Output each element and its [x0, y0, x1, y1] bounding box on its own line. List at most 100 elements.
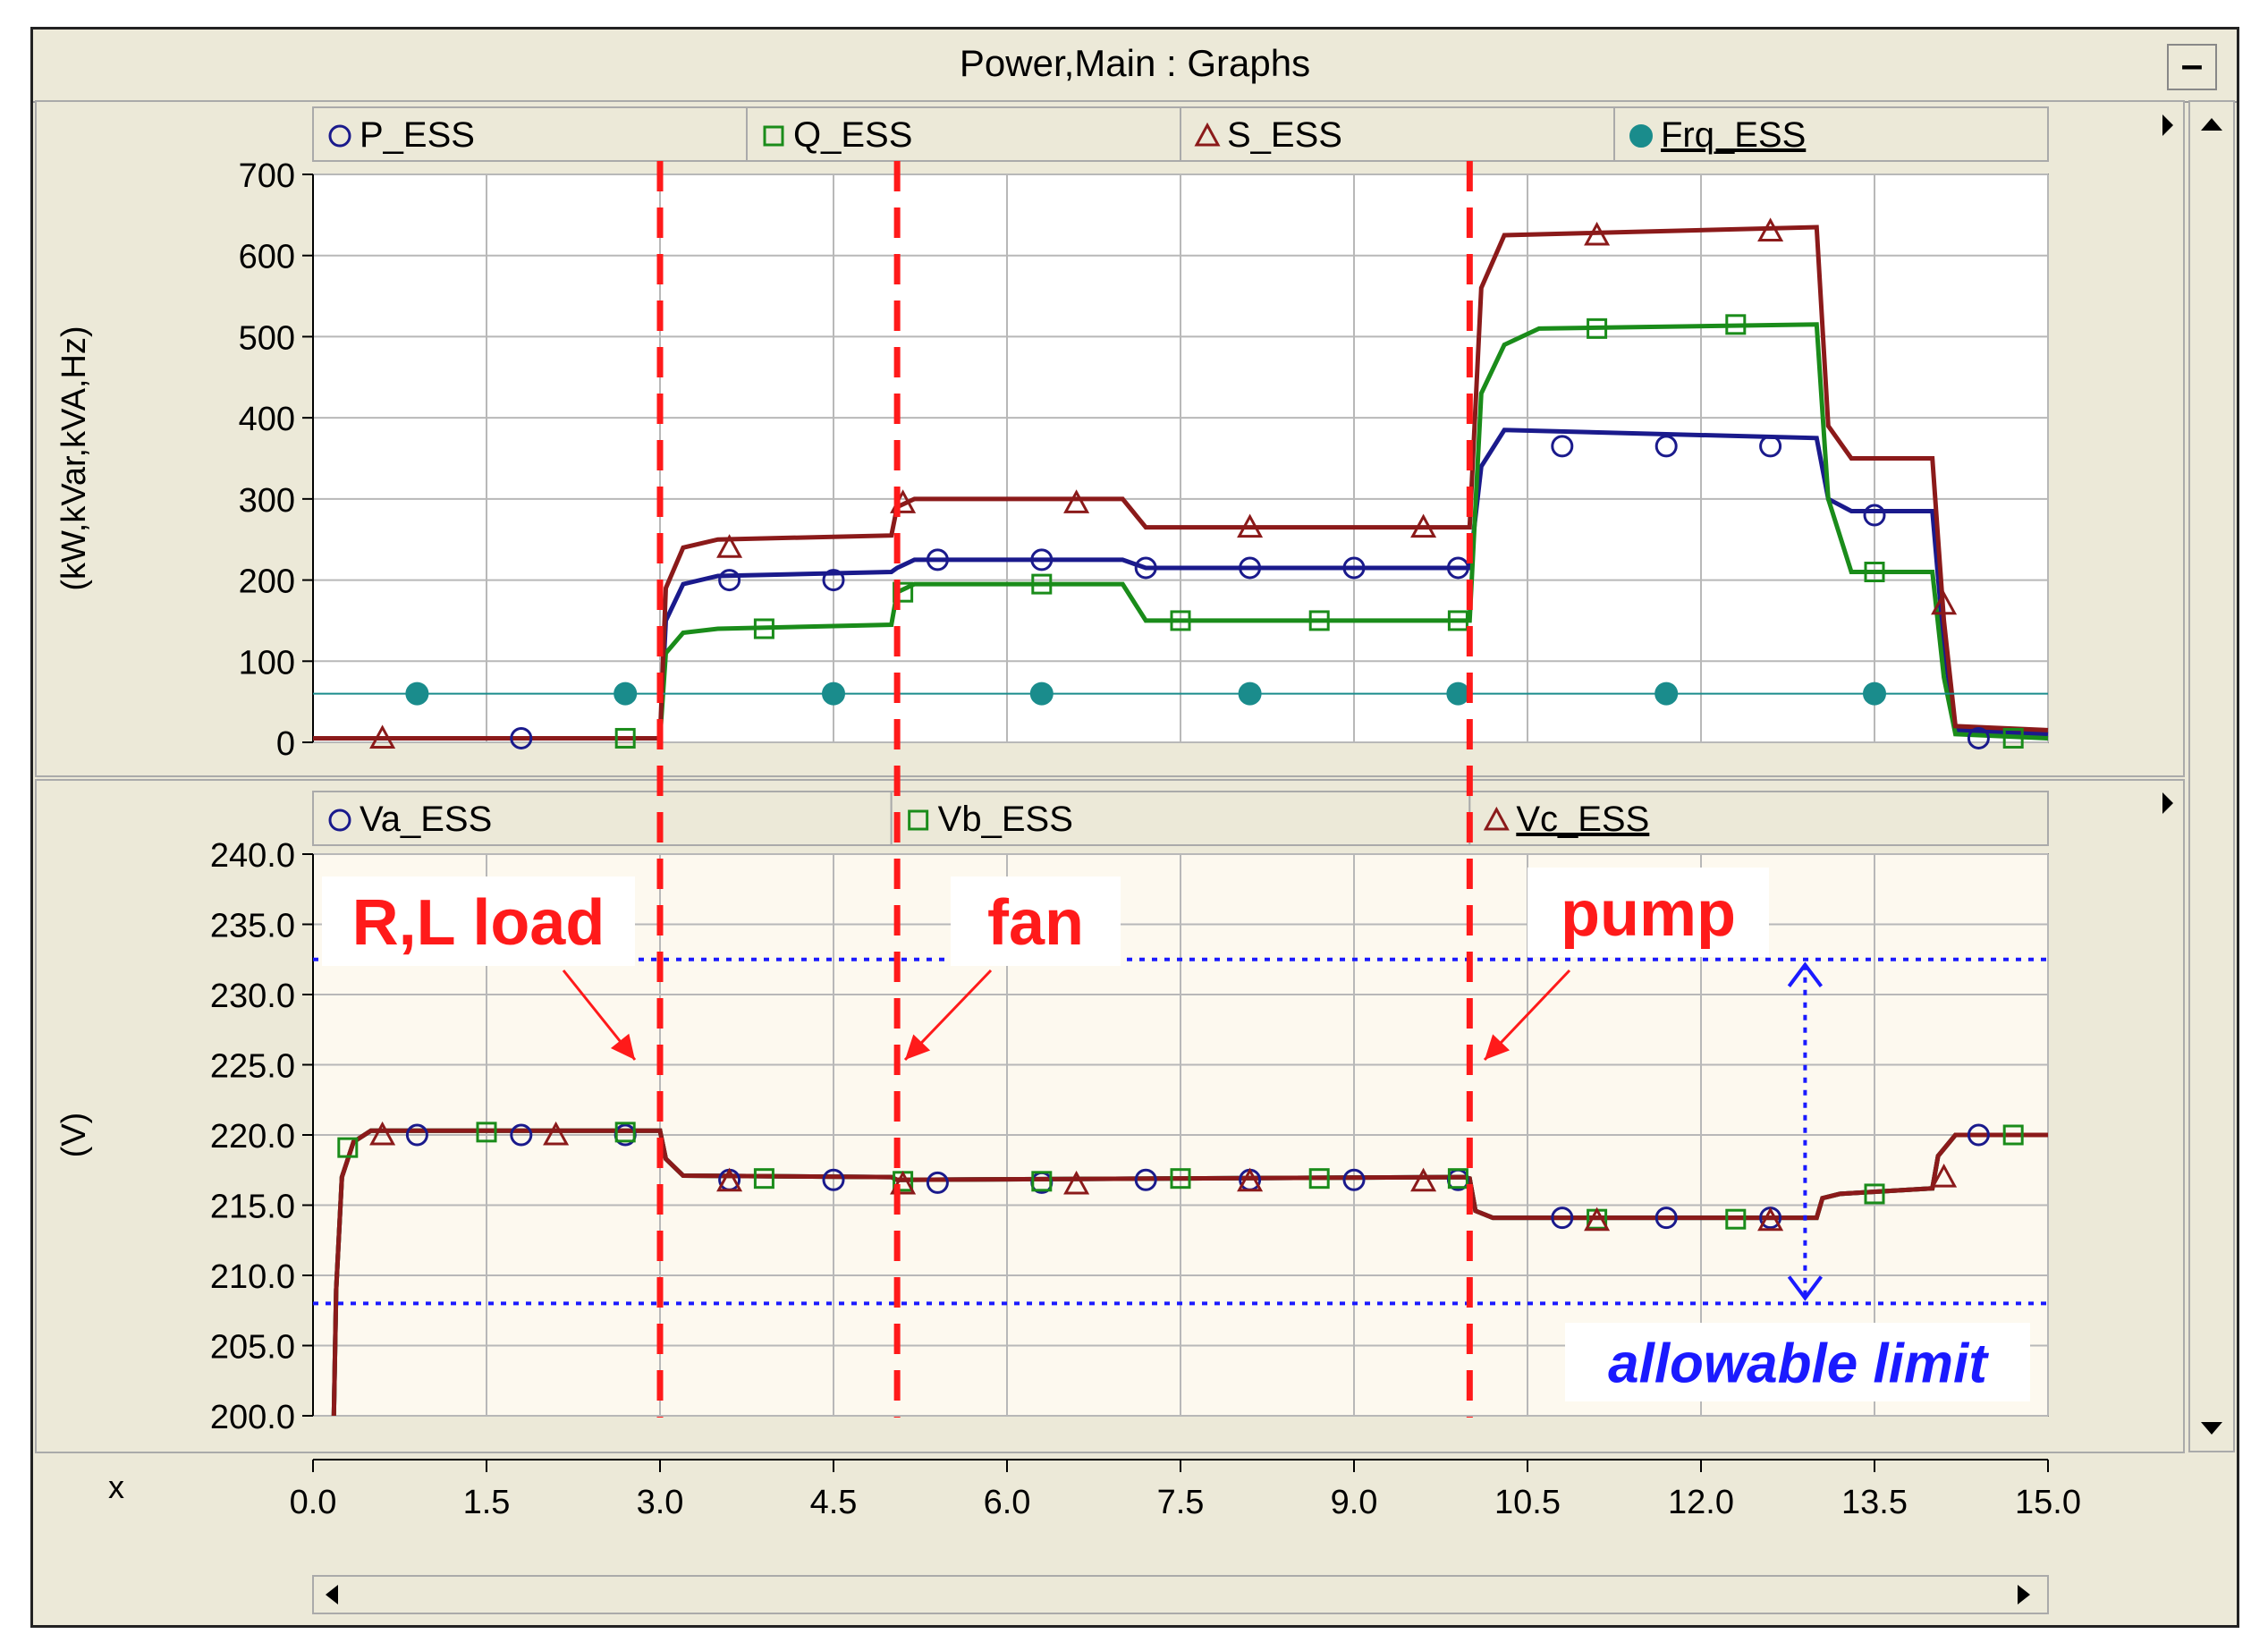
series-line-Vc_ESS — [331, 1128, 2048, 1417]
data-point-Vb_ESS — [476, 1122, 497, 1143]
x-tick-label: 12.0 — [1668, 1484, 1734, 1521]
data-point-P_ESS — [1134, 556, 1157, 580]
data-point-P_ESS — [1342, 556, 1366, 580]
x-tick-label: 6.0 — [984, 1484, 1031, 1521]
data-point-Vc_ESS — [1063, 1170, 1090, 1195]
data-point-Q_ESS — [1308, 610, 1330, 631]
data-point-Va_ESS — [1967, 1123, 1990, 1147]
data-point-Vc_ESS — [1237, 1167, 1264, 1192]
minimize-button[interactable]: – — [2167, 44, 2217, 90]
data-point-Q_ESS — [614, 727, 636, 749]
data-point-Va_ESS — [405, 1123, 428, 1147]
y-tick-label: 220.0 — [210, 1118, 295, 1156]
annotation-arrowhead-icon — [610, 1033, 635, 1060]
y-tick-label: 205.0 — [210, 1329, 295, 1367]
data-point-Q_ESS — [1031, 573, 1053, 595]
data-point-Va_ESS — [1654, 1206, 1678, 1230]
legend-item[interactable] — [1613, 106, 2049, 162]
legend-marker-icon — [1629, 124, 1653, 148]
legend-marker-icon — [1483, 806, 1510, 831]
legend-marker-icon — [908, 809, 929, 831]
legend-expand-arrow-icon[interactable] — [2162, 114, 2173, 136]
data-point-Frq_ESS — [614, 682, 638, 706]
y-tick-label: 600 — [239, 239, 295, 276]
y-tick-label: 240.0 — [210, 837, 295, 875]
legend-marker-icon — [328, 124, 351, 148]
data-point-Vb_ESS — [1864, 1183, 1885, 1205]
data-point-Q_ESS — [893, 581, 914, 603]
data-point-Va_ESS — [822, 1168, 845, 1191]
scroll-up-arrow-icon[interactable] — [2201, 118, 2222, 131]
data-point-Vc_ESS — [890, 1170, 917, 1195]
data-point-Frq_ESS — [1238, 682, 1262, 706]
data-point-Q_ESS — [2002, 727, 2024, 749]
legend-item[interactable] — [746, 106, 1181, 162]
data-point-Vc_ESS — [1931, 1163, 1958, 1188]
legend-marker-icon — [763, 125, 784, 147]
data-point-P_ESS — [822, 569, 845, 592]
legend-item[interactable] — [890, 791, 1471, 846]
x-tick-label: 3.0 — [637, 1484, 684, 1521]
legend-label: Va_ESS — [360, 800, 492, 839]
data-point-Vb_ESS — [2002, 1124, 2024, 1146]
up-arrow-icon — [1787, 961, 1823, 987]
y-tick-label: 400 — [239, 401, 295, 438]
data-point-Vc_ESS — [1584, 1206, 1611, 1232]
data-point-Q_ESS — [753, 618, 774, 639]
y-tick-label: 100 — [239, 644, 295, 682]
x-tick-label: 0.0 — [290, 1484, 337, 1521]
data-point-Vb_ESS — [337, 1137, 359, 1158]
series-line-P_ESS — [313, 428, 2049, 741]
annotation-pump: pump — [1561, 878, 1736, 950]
data-point-Q_ESS — [1447, 610, 1468, 631]
x-tick-label: 10.5 — [1494, 1484, 1561, 1521]
data-point-Frq_ESS — [405, 682, 429, 706]
data-point-P_ESS — [1551, 435, 1574, 458]
scroll-down-arrow-icon[interactable] — [2201, 1422, 2222, 1435]
annotation-fan: fan — [987, 887, 1084, 959]
data-point-Q_ESS — [1587, 318, 1608, 339]
legend-label: Vc_ESS — [1516, 800, 1649, 839]
data-point-Va_ESS — [1551, 1206, 1574, 1230]
y-tick-label: 215.0 — [210, 1189, 295, 1226]
data-point-Frq_ESS — [1446, 682, 1470, 706]
data-point-Vb_ESS — [1031, 1171, 1053, 1192]
data-point-S_ESS — [1584, 221, 1611, 246]
data-point-P_ESS — [1654, 435, 1678, 458]
scroll-left-arrow-icon[interactable] — [326, 1585, 338, 1604]
legend-label: S_ESS — [1227, 115, 1342, 155]
legend-item[interactable] — [312, 106, 748, 162]
data-point-Vb_ESS — [1308, 1168, 1330, 1190]
data-point-Vc_ESS — [1757, 1206, 1784, 1232]
data-point-Q_ESS — [1725, 314, 1747, 335]
scroll-right-arrow-icon[interactable] — [2018, 1585, 2030, 1604]
data-point-S_ESS — [716, 534, 743, 558]
down-arrow-icon — [1787, 1275, 1823, 1301]
window-title: Power,Main : Graphs — [959, 42, 1311, 84]
data-point-Frq_ESS — [1029, 682, 1054, 706]
annotation-arrowhead-icon — [1485, 1034, 1511, 1060]
data-point-Q_ESS — [1170, 610, 1191, 631]
y-tick-label: 210.0 — [210, 1258, 295, 1296]
data-point-P_ESS — [1239, 556, 1262, 580]
data-point-P_ESS — [1863, 504, 1886, 527]
legend-expand-arrow-icon[interactable] — [2162, 792, 2173, 814]
annotation-allowable-limit: allowable limit — [1608, 1333, 1989, 1394]
annotation-box — [1528, 868, 1769, 957]
legend-label: Vb_ESS — [938, 800, 1073, 839]
y-tick-label: 200.0 — [210, 1399, 295, 1436]
legend-marker-icon — [1194, 122, 1221, 147]
legend-item[interactable] — [312, 791, 893, 846]
data-point-Va_ESS — [1134, 1168, 1157, 1191]
data-point-Va_ESS — [926, 1171, 949, 1194]
data-point-Q_ESS — [1864, 562, 1885, 582]
y-tick-label: 700 — [239, 157, 295, 195]
vertical-scrollbar[interactable] — [2188, 100, 2235, 1452]
horizontal-scrollbar[interactable] — [312, 1575, 2049, 1614]
legend-label: Q_ESS — [793, 115, 912, 155]
x-tick-label: 9.0 — [1331, 1484, 1378, 1521]
y-tick-label: 230.0 — [210, 978, 295, 1015]
annotation-box — [1565, 1323, 2030, 1401]
x-tick-label: 7.5 — [1157, 1484, 1205, 1521]
